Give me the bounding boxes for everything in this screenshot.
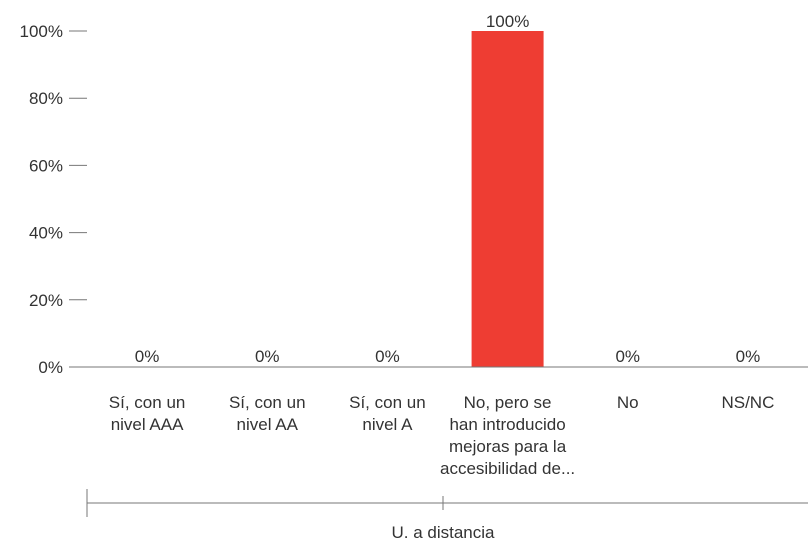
y-tick-label: 20% [29, 291, 63, 310]
data-label: 0% [375, 347, 400, 366]
category-label-line: NS/NC [721, 393, 774, 412]
category-label-line: No, pero se [464, 393, 552, 412]
category-label-line: nivel A [362, 415, 413, 434]
y-tick-label: 100% [20, 22, 63, 41]
y-tick-label: 40% [29, 224, 63, 243]
category-label-line: nivel AA [237, 415, 299, 434]
y-axis: 0% 20% 40% 60% 80% 100% [20, 22, 87, 377]
data-label: 0% [736, 347, 761, 366]
category-label-line: No [617, 393, 639, 412]
category-label: No [617, 393, 639, 412]
bar [471, 31, 544, 367]
bars [471, 31, 544, 367]
data-label: 0% [135, 347, 160, 366]
category-label-line: Sí, con un [109, 393, 186, 412]
data-label: 100% [486, 12, 529, 31]
category-label-line: nivel AAA [111, 415, 184, 434]
y-tick-label: 80% [29, 89, 63, 108]
category-label: No, pero se han introducido mejoras para l… [440, 393, 575, 478]
category-label: NS/NC [721, 393, 774, 412]
category-label: Sí, con un nivel AA [229, 393, 306, 434]
category-label-line: accesibilidad de... [440, 459, 575, 478]
category-label-line: han introducido [449, 415, 565, 434]
category-label-line: Sí, con un [229, 393, 306, 412]
group-axis: U. a distancia [86, 489, 808, 542]
data-label: 0% [255, 347, 280, 366]
category-label-line: Sí, con un [349, 393, 426, 412]
data-label: 0% [615, 347, 640, 366]
category-label-line: mejoras para la [449, 437, 567, 456]
category-label: Sí, con un nivel AAA [109, 393, 186, 434]
data-labels: 0% 0% 0% 100% 0% 0% [135, 12, 760, 366]
category-label: Sí, con un nivel A [349, 393, 426, 434]
group-label: U. a distancia [392, 523, 496, 542]
y-tick-label: 0% [38, 358, 63, 377]
y-tick-label: 60% [29, 156, 63, 175]
